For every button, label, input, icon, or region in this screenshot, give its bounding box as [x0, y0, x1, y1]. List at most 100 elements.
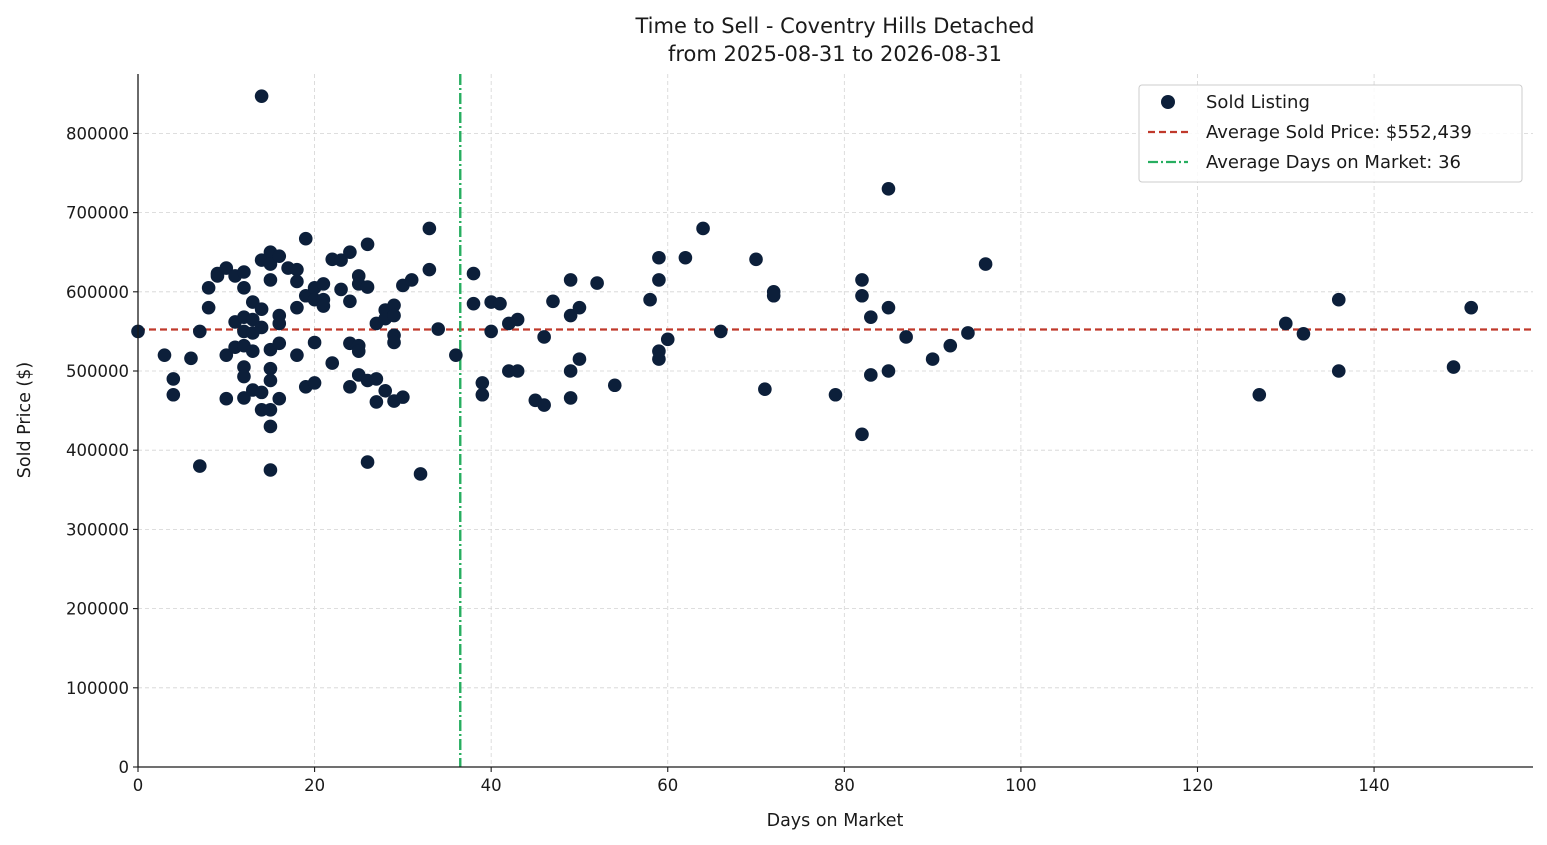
sold-listing-point [254, 320, 269, 335]
sold-listing-point [263, 403, 278, 417]
sold-listing-point [263, 257, 278, 271]
sold-listing-point [978, 257, 993, 271]
sold-listing-point [590, 276, 604, 290]
sold-listing-point [263, 373, 278, 388]
sold-listing-point [607, 378, 622, 393]
sold-listing-point [572, 352, 587, 366]
sold-listing-point [334, 253, 348, 267]
sold-listing-point [369, 395, 384, 409]
y-tick-label: 700000 [66, 204, 129, 223]
sold-listing-point [484, 324, 498, 339]
y-tick-label: 200000 [66, 600, 129, 619]
sold-listing-point [343, 380, 357, 394]
sold-listing-point [272, 391, 287, 406]
legend-label-sold-listing: Sold Listing [1206, 92, 1310, 113]
sold-listing-point [263, 273, 278, 287]
x-tick-label: 60 [657, 776, 678, 795]
sold-listing-point [855, 273, 869, 287]
tick-labels: 0 20 40 60 80 100 120 140 0 100000 200000 300000 400… [66, 124, 1390, 795]
sold-listing-point [881, 182, 896, 196]
sold-listing-point [254, 385, 269, 400]
sold-listing-point [263, 463, 278, 477]
sold-listing-point [1252, 387, 1267, 402]
sold-listing-point [749, 252, 763, 267]
sold-listing-point [413, 467, 428, 481]
sold-listing-point [475, 376, 490, 390]
sold-listing-point [245, 344, 260, 359]
sold-listing-point [387, 335, 401, 350]
sold-listing-point [184, 351, 198, 366]
sold-listing-point [660, 332, 675, 347]
sold-listing-point [193, 324, 207, 339]
sold-listing-point [387, 308, 401, 323]
x-tick-label: 140 [1358, 776, 1390, 795]
sold-listing-point [925, 352, 940, 366]
sold-listing-point [881, 364, 896, 378]
sold-listing-point [290, 262, 304, 277]
sold-listing-point [1331, 364, 1346, 378]
sold-listing-point [307, 376, 322, 390]
chart-title: Time to Sell - Coventry Hills Detached [634, 14, 1034, 38]
sold-listing-point [696, 221, 710, 236]
legend-box [1138, 84, 1523, 183]
sold-listing-point [272, 249, 287, 263]
sold-listing-point [493, 296, 507, 311]
sold-listing-point [360, 280, 375, 294]
sold-listing-point [272, 316, 287, 331]
sold-listing-point [643, 292, 657, 307]
sold-listing-point [237, 369, 251, 384]
sold-listing-point [360, 455, 375, 469]
sold-listing-point [422, 221, 437, 236]
sold-listing-point [157, 348, 172, 362]
sold-listing-point [396, 390, 410, 404]
sold-listing-point [254, 89, 269, 103]
sold-listing-point [713, 324, 728, 339]
sold-listing-point [864, 310, 878, 324]
y-tick-label: 0 [119, 758, 130, 777]
sold-listing-point [855, 288, 869, 303]
legend-label-avg-price: Average Sold Price: $552,439 [1206, 122, 1472, 143]
sold-listing-point [537, 398, 551, 412]
y-axis-label: Sold Price ($) [15, 362, 35, 478]
sold-listing-point [466, 296, 481, 311]
sold-listing-point [290, 348, 304, 362]
sold-listing-point [263, 361, 278, 376]
y-tick-label: 600000 [66, 283, 129, 302]
sold-listing-point [298, 231, 313, 246]
sold-listing-point [899, 330, 913, 344]
y-tick-label: 500000 [66, 362, 129, 381]
sold-listing-point [563, 391, 578, 405]
sold-listing-point [943, 338, 958, 353]
sold-listing-point [343, 245, 357, 259]
sold-listing-point [334, 282, 348, 297]
sold-listing-point [343, 294, 357, 309]
sold-listing-point [237, 281, 251, 295]
sold-listing-point [237, 391, 251, 405]
x-tick-label: 100 [1005, 776, 1037, 795]
sold-listing-point [387, 298, 401, 313]
sold-listing-point [855, 427, 869, 442]
sold-listing-point [1331, 292, 1346, 307]
sold-listing-point [166, 372, 181, 386]
sold-listing-point [475, 387, 490, 402]
sold-listing-point [1296, 326, 1311, 341]
sold-listing-point [254, 302, 269, 317]
sold-listing-point [290, 300, 304, 315]
sold-listing-point [316, 277, 331, 291]
sold-listing-point [404, 273, 419, 287]
x-tick-label: 80 [834, 776, 855, 795]
sold-listing-point [546, 294, 560, 309]
x-tick-label: 20 [304, 776, 325, 795]
sold-listing-point [758, 382, 772, 397]
x-tick-label: 0 [133, 776, 144, 795]
sold-listing-point [219, 348, 234, 362]
sold-listing-point [828, 387, 843, 402]
sold-listing-point [881, 300, 896, 315]
sold-listing-point [325, 356, 340, 370]
sold-listing-point [219, 261, 234, 275]
sold-listing-point [431, 322, 445, 336]
sold-listing-point [290, 274, 304, 289]
sold-listing-point [510, 312, 525, 327]
sold-listing-point [201, 300, 216, 315]
